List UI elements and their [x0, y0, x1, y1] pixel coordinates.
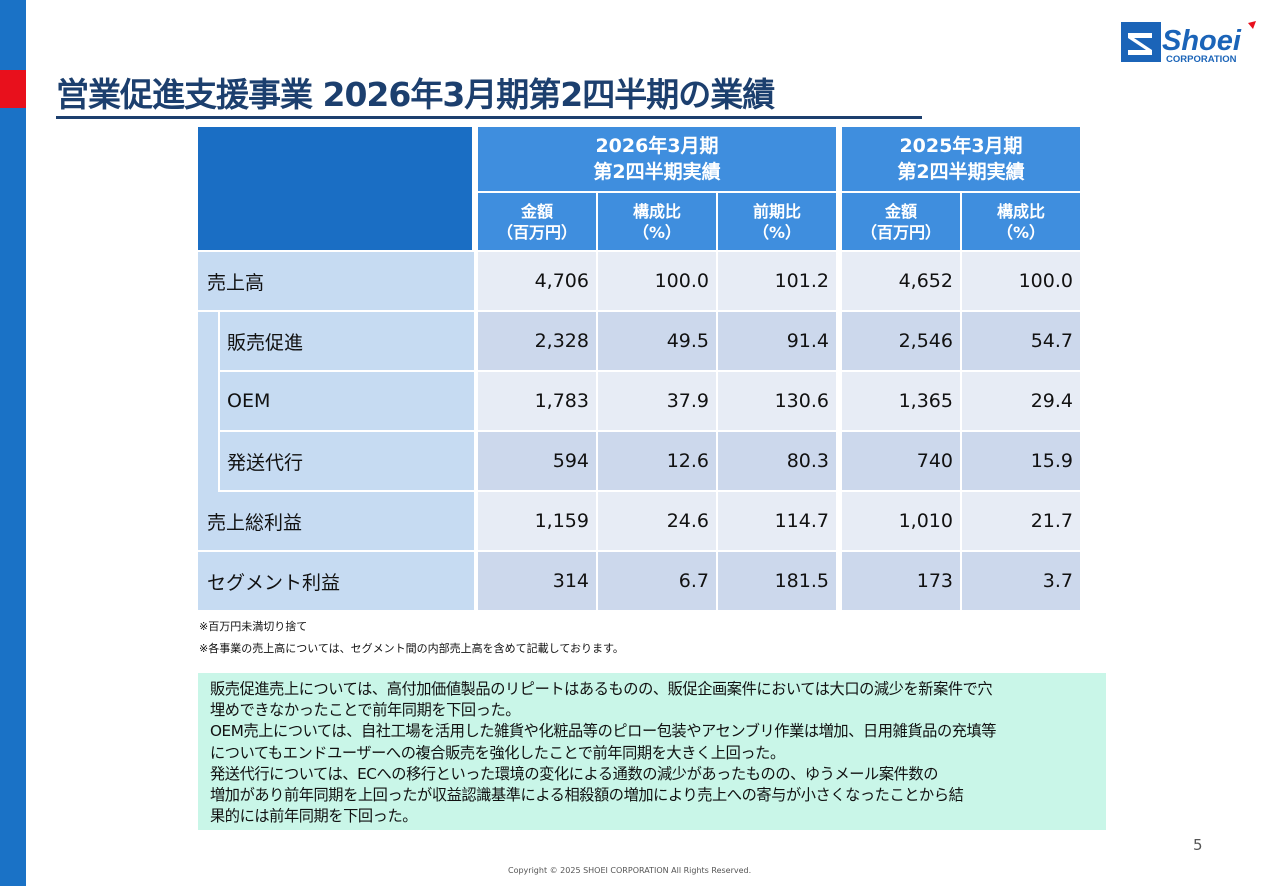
summary-line: 増加があり前年同期を上回ったが収益認識基準による相殺額の増加により売上への寄与が…: [210, 786, 964, 805]
table-cell: 1,159: [478, 492, 598, 552]
table-cell: 314: [478, 552, 598, 612]
table-cell: 2,328: [478, 312, 598, 372]
table-cell: 15.9: [962, 432, 1082, 492]
table-cell: 114.7: [718, 492, 838, 552]
col-header-ratio-prev: 構成比 （%）: [962, 193, 1082, 252]
table-cell: 594: [478, 432, 598, 492]
table-notes: ※百万円未満切り捨て ※各事業の売上高については、セグメント間の内部売上高を含め…: [199, 616, 624, 660]
table-cell: 4,706: [478, 252, 598, 312]
results-table: 2026年3月期 第2四半期実績 2025年3月期 第2四半期実績 金額 （百万円） …: [198, 127, 1082, 612]
note-line: ※百万円未満切り捨て: [199, 620, 308, 633]
table-cell: 12.6: [598, 432, 718, 492]
table-cell: 91.4: [718, 312, 838, 372]
page-title: 営業促進支援事業 2026年3月期第2四半期の業績: [56, 76, 922, 119]
table-row: 販売促進 2,328 49.5 91.4 2,546 54.7: [198, 312, 1082, 492]
summary-line: 果的には前年同期を下回った。: [210, 807, 418, 826]
table-cell: 181.5: [718, 552, 838, 612]
col-header-amount-prev: 金額 （百万円）: [842, 193, 962, 252]
row-label: 売上高: [198, 252, 474, 312]
table-cell: 4,652: [842, 252, 962, 312]
table-cell: 29.4: [962, 372, 1082, 432]
table-cell: 130.6: [718, 372, 838, 432]
table-row: 売上高 4,706 100.0 101.2 4,652 100.0: [198, 252, 1082, 312]
table-cell: 1,783: [478, 372, 598, 432]
table-cell: 37.9: [598, 372, 718, 432]
summary-box: 販売促進売上については、高付加価値製品のリピートはあるものの、販促企画案件におい…: [198, 673, 1106, 830]
table-cell: 101.2: [718, 252, 838, 312]
logo-subtext: CORPORATION: [1166, 54, 1237, 65]
table-cell: 740: [842, 432, 962, 492]
table-cell: 1,010: [842, 492, 962, 552]
summary-line: OEM売上については、自社工場を活用した雑貨や化粧品等のピロー包装やアセンブリ作…: [210, 722, 997, 741]
summary-line: 発送代行については、ECへの移行といった環境の変化による通数の減少があったものの…: [210, 764, 938, 783]
table-cell: 80.3: [718, 432, 838, 492]
period-header-current: 2026年3月期 第2四半期実績: [478, 127, 838, 193]
row-label: 売上総利益: [198, 492, 474, 552]
table-row: OEM 1,783 37.9 130.6 1,365 29.4: [198, 372, 1082, 432]
summary-line: 埋めできなかったことで前年同期を下回った。: [210, 701, 521, 720]
left-accent-bar: [0, 0, 26, 886]
page-number: 5: [1193, 836, 1203, 854]
row-label: 販売促進: [220, 312, 474, 372]
table-cell: 3.7: [962, 552, 1082, 612]
shoei-logo: Shoei CORPORATION: [1121, 21, 1256, 65]
table-cell: 54.7: [962, 312, 1082, 372]
summary-line: 販売促進売上については、高付加価値製品のリピートはあるものの、販促企画案件におい…: [210, 680, 993, 698]
table-cell: 100.0: [962, 252, 1082, 312]
note-line: ※各事業の売上高については、セグメント間の内部売上高を含めて記載しております。: [199, 642, 624, 655]
table-cell: 6.7: [598, 552, 718, 612]
period-header-previous: 2025年3月期 第2四半期実績: [842, 127, 1082, 193]
row-label: OEM: [220, 372, 474, 432]
table-cell: 21.7: [962, 492, 1082, 552]
summary-line: についてもエンドユーザーへの複合販売を強化したことで前年同期を大きく上回った。: [210, 743, 785, 762]
copyright-footer: Copyright © 2025 SHOEI CORPORATION All R…: [508, 866, 752, 875]
table-cell: 100.0: [598, 252, 718, 312]
table-cell: 24.6: [598, 492, 718, 552]
table-cell: 173: [842, 552, 962, 612]
table-row: 売上総利益 1,159 24.6 114.7 1,010 21.7: [198, 492, 1082, 552]
table-row: セグメント利益 314 6.7 181.5 173 3.7: [198, 552, 1082, 612]
col-header-yoy: 前期比 （%）: [718, 193, 838, 252]
subcategory-indent: [198, 312, 220, 492]
row-label: セグメント利益: [198, 552, 474, 612]
row-label: 発送代行: [220, 432, 474, 492]
table-cell: 2,546: [842, 312, 962, 372]
col-header-ratio: 構成比 （%）: [598, 193, 718, 252]
left-red-marker: [0, 70, 26, 108]
logo-wordmark: Shoei: [1162, 25, 1242, 57]
table-row: 発送代行 594 12.6 80.3 740 15.9: [198, 432, 1082, 492]
col-header-amount: 金額 （百万円）: [478, 193, 598, 252]
table-cell: 49.5: [598, 312, 718, 372]
header-corner: [198, 127, 474, 252]
table-cell: 1,365: [842, 372, 962, 432]
